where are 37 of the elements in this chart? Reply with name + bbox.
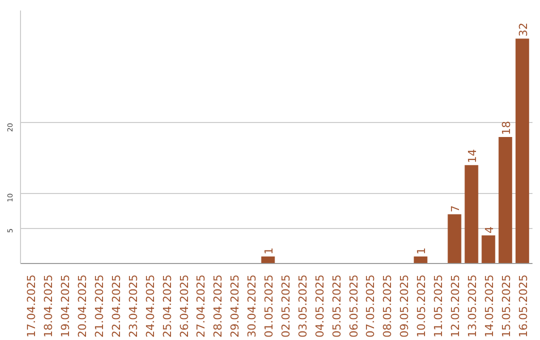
x-tick-label: 15.05.2025	[500, 274, 513, 338]
data-label: 1	[262, 247, 276, 254]
data-label: 18	[500, 121, 513, 135]
x-tick-label: 23.04.2025	[126, 274, 140, 338]
x-tick-label: 18.04.2025	[42, 274, 56, 338]
x-tick-label: 22.04.2025	[110, 274, 123, 338]
x-tick-label: 20.04.2025	[76, 274, 90, 338]
x-tick-label: 19.04.2025	[59, 274, 72, 338]
x-tick-label: 08.05.2025	[381, 274, 394, 338]
x-tick-label: 14.05.2025	[482, 274, 496, 338]
x-tick-label: 16.05.2025	[516, 274, 530, 338]
x-tick-label: 13.05.2025	[466, 274, 479, 338]
x-tick-label: 12.05.2025	[449, 274, 462, 338]
data-label: 14	[466, 149, 479, 164]
data-label: 1	[415, 247, 428, 254]
x-tick-label: 05.05.2025	[330, 274, 344, 338]
x-tick-label: 06.05.2025	[347, 274, 360, 338]
x-tick-label: 26.04.2025	[178, 274, 191, 338]
x-tick-label: 04.05.2025	[313, 274, 326, 338]
x-tick-label: 21.04.2025	[92, 274, 106, 338]
data-label: 7	[449, 205, 462, 212]
x-tick-label: 09.05.2025	[398, 274, 412, 338]
x-tick-label: 25.04.2025	[160, 274, 174, 338]
x-tick-label: 03.05.2025	[296, 274, 310, 338]
x-tick-label: 11.05.2025	[432, 274, 446, 338]
x-tick-label: 10.05.2025	[415, 274, 428, 338]
x-tick-label: 07.05.2025	[364, 274, 378, 338]
x-tick-label: 01.05.2025	[262, 274, 276, 338]
x-tick-label: 27.04.2025	[194, 274, 208, 338]
x-tick-label: 02.05.2025	[279, 274, 292, 338]
x-tick-label: 17.04.2025	[25, 274, 38, 338]
data-label: 4	[482, 226, 496, 234]
x-tick-label: 28.04.2025	[212, 274, 225, 338]
data-label: 32	[516, 22, 530, 37]
x-tick-label: 24.04.2025	[144, 274, 157, 338]
x-tick-label: 30.04.2025	[246, 274, 259, 338]
x-tick-label: 29.04.2025	[228, 274, 242, 338]
